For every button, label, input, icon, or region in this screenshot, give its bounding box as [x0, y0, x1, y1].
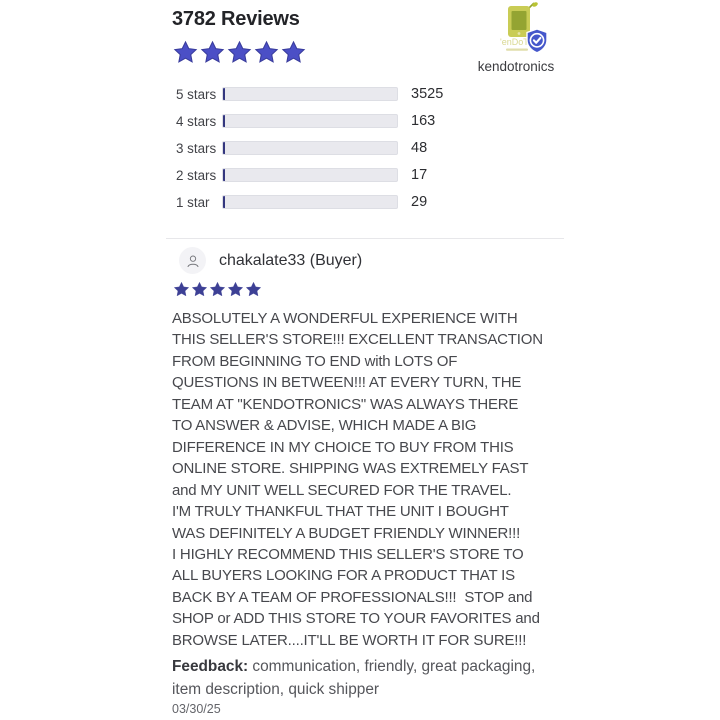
star-icon	[281, 40, 306, 63]
breakdown-row-3-stars[interactable]: 3 stars 48	[176, 140, 443, 156]
breakdown-count: 3525	[411, 86, 444, 102]
store-logo[interactable]: 'enDoT kendotronics	[466, 2, 566, 74]
star-icon	[227, 40, 252, 63]
star-icon	[200, 40, 225, 63]
star-icon	[173, 281, 190, 297]
reviewer-name[interactable]: chakalate33 (Buyer)	[219, 251, 363, 269]
page-title: 3782 Reviews	[172, 8, 300, 30]
breakdown-label: 5 stars	[176, 86, 217, 102]
logo-wordmark: 'enDoT	[500, 37, 529, 47]
overall-rating-stars	[173, 40, 306, 65]
breakdown-row-5-stars[interactable]: 5 stars 3525	[176, 86, 444, 102]
breakdown-row-1-star[interactable]: 1 star 29	[176, 194, 443, 210]
breakdown-count: 29	[411, 194, 428, 210]
phone-icon	[508, 2, 538, 37]
person-icon	[187, 255, 198, 267]
breakdown-bar-fill	[223, 115, 225, 127]
review-text: ABSOLUTELY A WONDERFUL EXPERIENCE WITH T…	[172, 310, 543, 649]
breakdown-bar-track	[222, 114, 398, 128]
verified-shield-icon	[526, 28, 548, 54]
section-divider	[166, 238, 564, 239]
feedback-values: communication, friendly, great packaging…	[172, 658, 536, 698]
breakdown-bar-track	[222, 195, 398, 209]
breakdown-bar-fill	[223, 142, 225, 154]
rating-breakdown: 5 stars 3525 4 stars 163 3 stars 48 2 st…	[176, 86, 444, 210]
breakdown-bar-track	[222, 87, 398, 101]
breakdown-row-2-stars[interactable]: 2 stars 17	[176, 167, 443, 183]
breakdown-label: 3 stars	[176, 140, 217, 156]
breakdown-bar-fill	[223, 169, 225, 181]
star-icon	[254, 40, 279, 63]
breakdown-bar-track	[222, 168, 398, 182]
star-icon	[173, 40, 198, 63]
store-logo-graphic: 'enDoT	[500, 2, 548, 54]
breakdown-bar-fill	[223, 88, 225, 100]
star-icon	[227, 281, 244, 297]
logo-tagline-decoration	[506, 48, 528, 51]
breakdown-row-4-stars[interactable]: 4 stars 163	[176, 113, 443, 129]
breakdown-count: 48	[411, 140, 428, 156]
breakdown-bar-fill	[223, 196, 225, 208]
reviewer-row: chakalate33 (Buyer)	[179, 247, 362, 274]
feedback-label: Feedback:	[172, 658, 249, 675]
star-icon	[209, 281, 226, 297]
review-rating-stars	[173, 281, 262, 298]
breakdown-label: 2 stars	[176, 167, 217, 183]
breakdown-count: 17	[411, 167, 428, 183]
breakdown-label: 1 star	[176, 194, 210, 210]
breakdown-bar-track	[222, 141, 398, 155]
star-icon	[245, 281, 262, 297]
breakdown-label: 4 stars	[176, 113, 217, 129]
breakdown-count: 163	[411, 113, 436, 129]
star-icon	[191, 281, 208, 297]
store-name: kendotronics	[477, 59, 555, 74]
feedback-line: Feedback: communication, friendly, great…	[172, 656, 602, 701]
avatar	[179, 247, 206, 274]
review-date: 03/30/25	[172, 702, 221, 716]
